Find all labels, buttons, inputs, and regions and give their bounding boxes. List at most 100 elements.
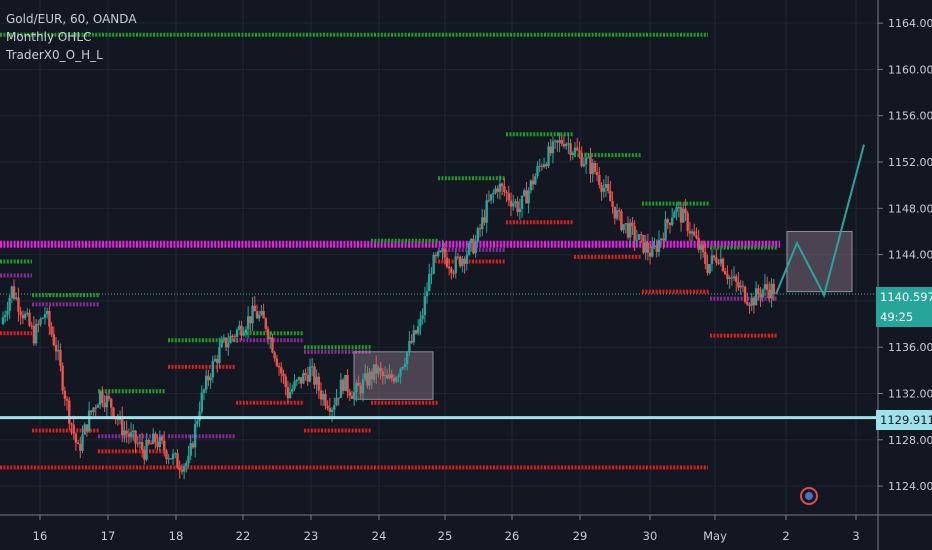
candle-body (83, 424, 86, 435)
indicator-traderx0[interactable]: TraderX0_O_H_L (6, 48, 103, 62)
candle-body (121, 416, 124, 436)
candle-body (487, 200, 491, 202)
tradingview-logo-icon[interactable] (800, 487, 818, 505)
candle-body (227, 343, 230, 348)
candle-body (589, 157, 592, 175)
candle-body (136, 443, 139, 445)
candle-body (494, 188, 497, 193)
candle-body (297, 377, 301, 381)
indicator-monthly-ohlc[interactable]: Monthly OHLC (6, 30, 92, 44)
candle-body (145, 439, 148, 460)
candle-body (712, 255, 716, 258)
candle-body (452, 273, 455, 275)
candle-body (516, 201, 519, 213)
candle-body (359, 385, 362, 394)
candle-body (686, 213, 689, 232)
candle-body (664, 219, 667, 241)
candle-body (443, 248, 446, 258)
candle-body (684, 208, 687, 214)
candle-body (147, 439, 150, 444)
candle-body (659, 238, 663, 240)
candle-body (257, 314, 261, 319)
candle-body (432, 254, 435, 274)
candle-body (169, 458, 173, 460)
candle-body (666, 219, 669, 223)
chart-grid (0, 0, 878, 515)
candle-body (741, 285, 745, 287)
candle-body (326, 405, 329, 409)
candle-body (65, 398, 69, 401)
candle-body (123, 430, 126, 436)
candle-body (357, 382, 360, 386)
candle-body (454, 256, 457, 274)
candle-body (761, 289, 764, 298)
candle-body (622, 224, 625, 231)
candle-body (364, 373, 367, 380)
candle-body (280, 367, 283, 374)
candle-body (525, 190, 528, 204)
candle-body (485, 200, 488, 223)
candle-body (10, 286, 14, 298)
candle-body (441, 248, 444, 252)
candle-body (30, 325, 33, 327)
candle-body (498, 183, 502, 192)
candle-body (690, 231, 694, 234)
candle-body (520, 195, 524, 209)
candle-body (397, 376, 400, 378)
candle-body (246, 316, 250, 330)
candle-body (103, 403, 106, 408)
candle-body (160, 436, 164, 441)
candle-body (540, 165, 544, 167)
time-label: 17 (101, 529, 116, 543)
candle-body (129, 432, 133, 437)
candle-body (299, 377, 303, 384)
candle-body (191, 443, 195, 448)
candle-body (518, 208, 522, 213)
candle-body (724, 271, 727, 275)
candle-body (107, 396, 111, 399)
candle-body (220, 340, 223, 348)
symbol-label[interactable]: Gold/EUR, 60, OANDA (6, 12, 137, 26)
candle-body (233, 336, 237, 338)
price-label: 1132.000 (888, 387, 932, 400)
candle-body (770, 283, 773, 299)
candle-body (675, 207, 678, 213)
last-price-tag: 1140.597 (876, 287, 932, 307)
candle-body (564, 143, 568, 147)
candle-body (772, 283, 775, 295)
candle-body (176, 453, 179, 469)
candle-body (288, 391, 292, 399)
candle-body (366, 373, 369, 386)
candle-body (34, 323, 38, 344)
candle-body (511, 203, 515, 207)
candle-body (200, 392, 203, 412)
candle-body (569, 143, 572, 155)
candle-body (32, 325, 36, 344)
candle-body (562, 143, 566, 147)
candle-body (295, 380, 298, 382)
candle-body (277, 365, 281, 368)
candle-body (328, 408, 332, 412)
candle-body (757, 288, 760, 295)
candle-body (375, 364, 378, 374)
candle-body (447, 266, 451, 269)
candle-body (640, 234, 643, 236)
candle-body (768, 289, 771, 299)
candle-body (425, 291, 429, 297)
candle-body (421, 315, 424, 319)
candle-body (386, 374, 389, 379)
candle-body (355, 382, 358, 393)
candle-body (670, 217, 674, 225)
candle-body (697, 237, 700, 250)
candle-body (138, 442, 142, 444)
candle-body (231, 335, 234, 337)
candle-body (143, 450, 146, 460)
candle-body (593, 162, 597, 173)
time-label: 25 (438, 529, 453, 543)
candle-body (182, 465, 186, 472)
candle-body (149, 443, 153, 445)
rectangle-box (786, 230, 853, 293)
candle-body (4, 314, 7, 318)
